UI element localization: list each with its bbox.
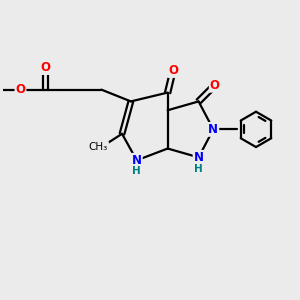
- Text: O: O: [40, 61, 50, 74]
- Text: O: O: [15, 83, 26, 96]
- Text: N: N: [132, 154, 142, 167]
- Text: CH₃: CH₃: [89, 142, 108, 152]
- Text: H: H: [194, 164, 203, 173]
- Text: N: N: [208, 123, 218, 136]
- Text: H: H: [132, 167, 141, 176]
- Text: O: O: [210, 79, 220, 92]
- Text: O: O: [168, 64, 178, 77]
- Text: N: N: [194, 151, 204, 164]
